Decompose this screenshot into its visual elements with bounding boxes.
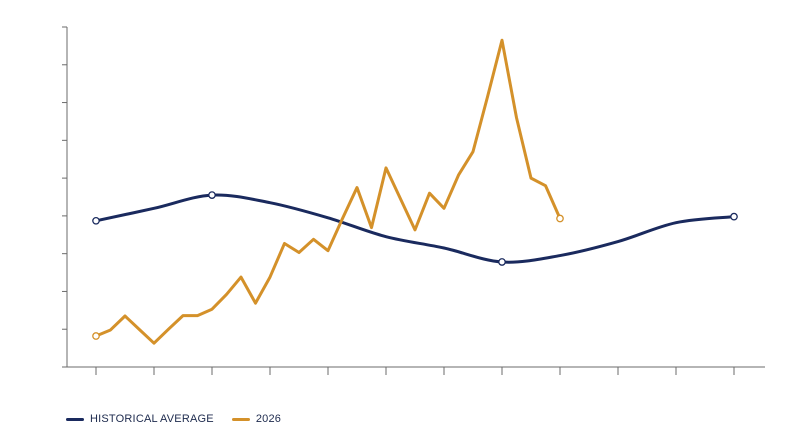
chart-legend: HISTORICAL AVERAGE 2026 [66,408,281,430]
legend-label-2026: 2026 [255,413,282,425]
legend-item-2026: 2026 [231,413,282,425]
series-point-0 [498,258,506,266]
chart-series [92,38,738,345]
series-point-1 [556,214,564,223]
series-point-1 [92,332,100,340]
legend-label-historical-average: HISTORICAL AVERAGE [90,413,214,425]
series-line-0 [94,193,736,264]
series-point-0 [208,191,216,199]
series-point-0 [730,212,738,221]
series-line-1 [94,38,562,345]
chart-axes [62,26,765,375]
series-point-0 [92,216,100,225]
legend-swatch-historical-average [66,417,84,421]
legend-swatch-2026 [231,417,250,421]
legend-item-historical-average: HISTORICAL AVERAGE [66,413,214,425]
